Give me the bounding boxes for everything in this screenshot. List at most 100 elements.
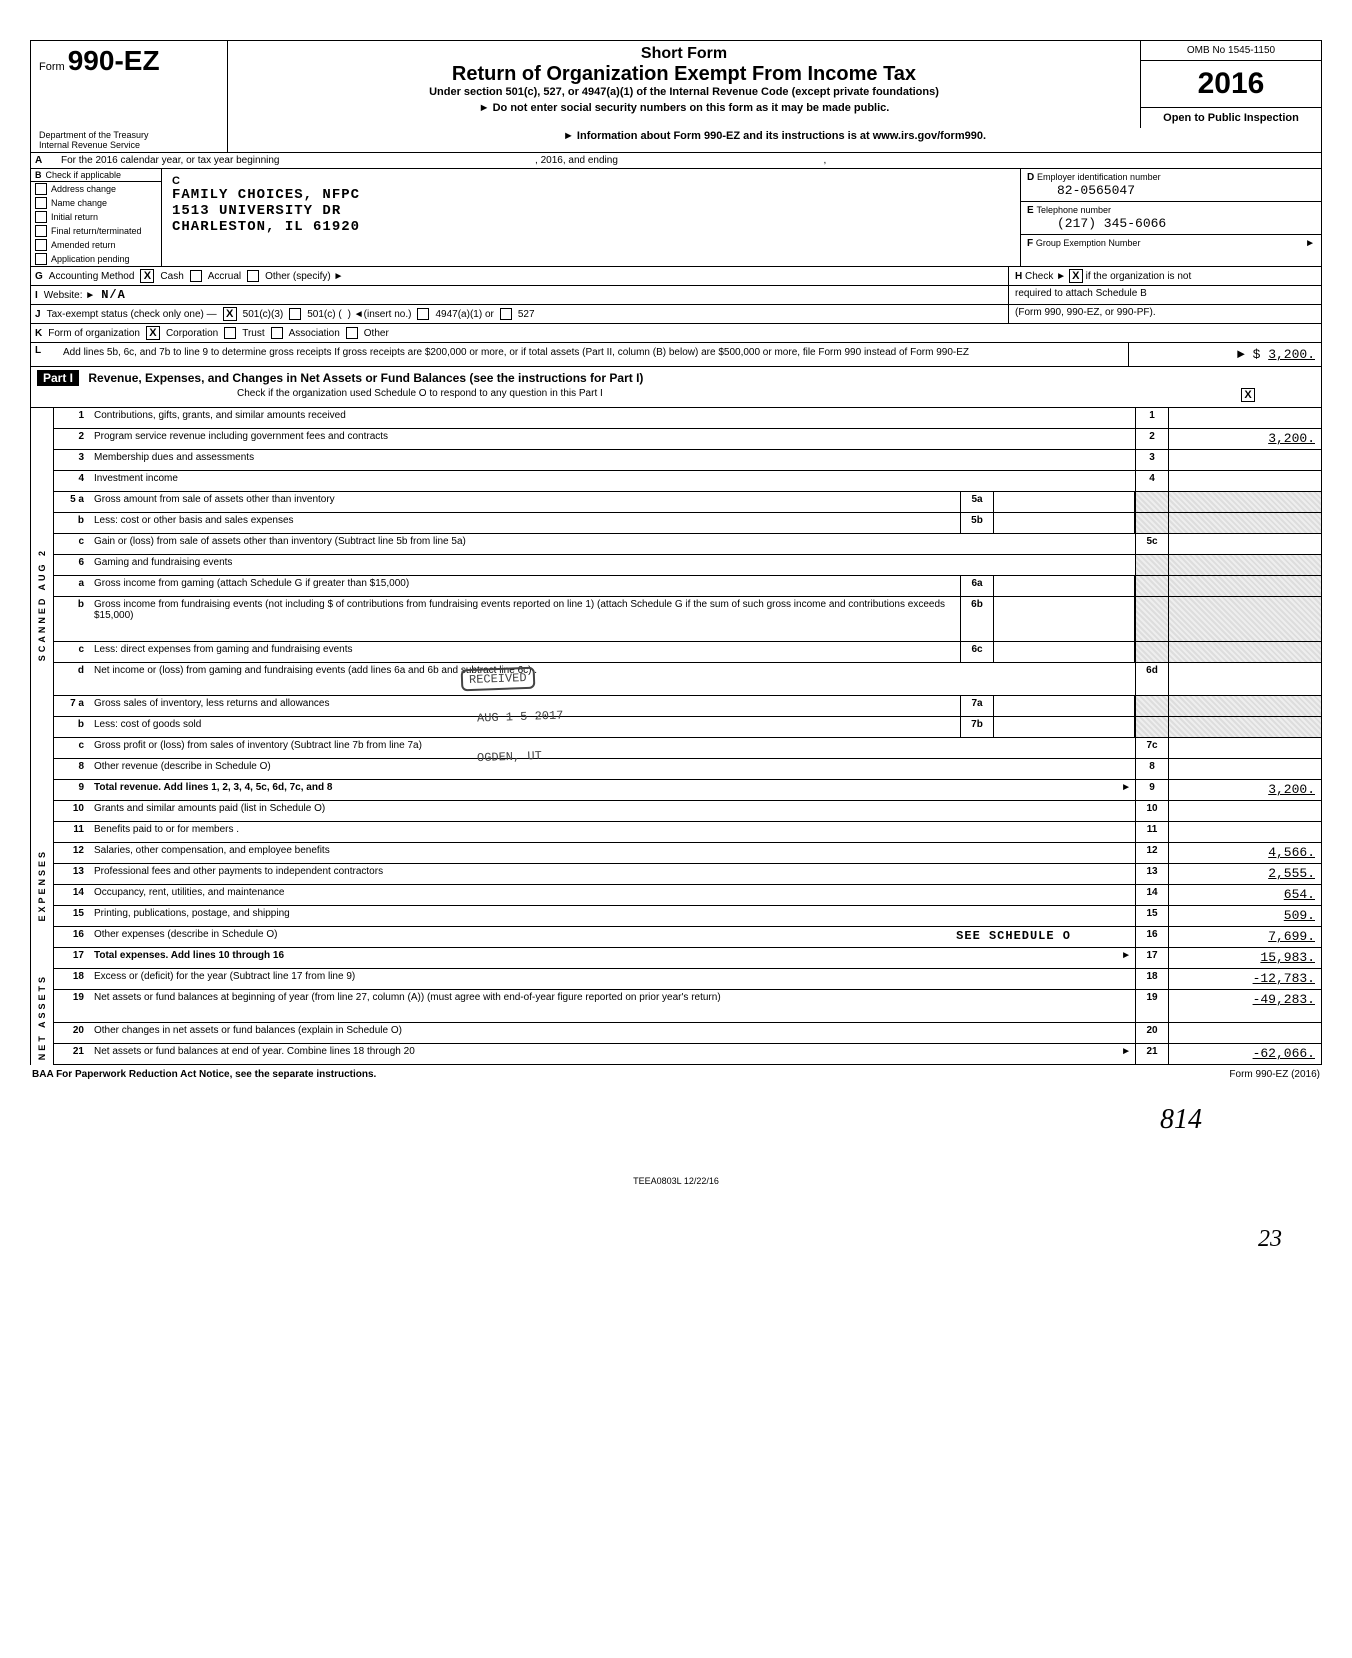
checkbox-amended-return[interactable] (35, 239, 47, 251)
ra-printing: 509. (1169, 906, 1321, 926)
form-meta-box: OMB No 1545-1150 2016 Open to Public Ins… (1141, 41, 1321, 128)
ra (1169, 801, 1321, 821)
mn: 5a (960, 492, 994, 512)
arrow-icon: ► (1305, 238, 1315, 249)
lt: Total revenue. Add lines 1, 2, 3, 4, 5c,… (90, 780, 1135, 800)
ln: 15 (54, 906, 90, 926)
row-gh-1: G Accounting Method XCash Accrual Other … (30, 267, 1322, 286)
stamp-received: RECEIVED (469, 671, 527, 687)
checkbox-accrual[interactable] (190, 270, 202, 282)
ra-salaries: 4,566. (1169, 843, 1321, 863)
omb-number: OMB No 1545-1150 (1141, 41, 1321, 61)
expenses-label: EXPENSES (37, 849, 47, 922)
checkbox-association[interactable] (271, 327, 283, 339)
checkbox-schedule-b[interactable]: X (1069, 269, 1083, 283)
lt: Salaries, other compensation, and employ… (90, 843, 1135, 863)
checkbox-501c3[interactable]: X (223, 307, 237, 321)
ln: b (54, 717, 90, 737)
ln: 4 (54, 471, 90, 491)
checkbox-527[interactable] (500, 308, 512, 320)
checkbox-other-method[interactable] (247, 270, 259, 282)
row-l-text: Add lines 5b, 6c, and 7b to line 9 to de… (57, 343, 1128, 366)
see-schedule-o: SEE SCHEDULE O (956, 929, 1071, 943)
ln: c (54, 642, 90, 662)
ra-end-assets: -62,066. (1169, 1044, 1321, 1064)
info-link: ► Information about Form 990-EZ and its … (228, 128, 1321, 152)
short-form-label: Short Form (236, 45, 1132, 63)
arrow-dollar: ► $ (1237, 347, 1260, 362)
letter-c: C (172, 175, 180, 187)
received-stamp: RECEIVED (461, 667, 535, 692)
lt: Gross profit or (loss) from sales of inv… (90, 738, 1135, 758)
ra (1169, 822, 1321, 842)
lt: Membership dues and assessments (90, 450, 1135, 470)
gross-receipts-value: 3,200. (1268, 347, 1315, 362)
cb-label: Address change (51, 184, 116, 194)
dept-treasury: Department of the Treasury Internal Reve… (31, 128, 228, 152)
form-number: 990-EZ (68, 45, 160, 76)
checkbox-4947[interactable] (417, 308, 429, 320)
checkbox-cash[interactable]: X (140, 269, 154, 283)
rn-shade (1135, 492, 1169, 512)
ogden-stamp: OGDEN, UT (471, 747, 548, 768)
line-table: RECEIVED AUG 1 5 2017 OGDEN, UT SCANNED … (30, 408, 1322, 1065)
insert-label: ) ◄(insert no.) (348, 309, 412, 320)
ra (1169, 663, 1321, 695)
rn-shade (1135, 696, 1169, 716)
cb-label: Final return/terminated (51, 226, 142, 236)
ra (1169, 534, 1321, 554)
part1-header: Part I Revenue, Expenses, and Changes in… (30, 367, 1322, 408)
trust-label: Trust (242, 328, 264, 339)
accrual-label: Accrual (208, 271, 241, 282)
cb-label: Application pending (51, 254, 130, 264)
checkbox-application-pending[interactable] (35, 253, 47, 265)
rn: 10 (1135, 801, 1169, 821)
baa-notice: BAA For Paperwork Reduction Act Notice, … (32, 1069, 376, 1080)
ln: b (54, 597, 90, 641)
ra-program-revenue: 3,200. (1169, 429, 1321, 449)
ln: 12 (54, 843, 90, 863)
form-code-footer: Form 990-EZ (2016) (1229, 1069, 1320, 1080)
checkbox-name-change[interactable] (35, 197, 47, 209)
form-header: Form 990-EZ Short Form Return of Organiz… (30, 40, 1322, 128)
checkbox-corporation[interactable]: X (146, 326, 160, 340)
tax-exempt-label: Tax-exempt status (check only one) — (47, 309, 217, 320)
checkbox-other-org[interactable] (346, 327, 358, 339)
arrow-icon: ► (1121, 782, 1131, 793)
irs-label: Internal Revenue Service (39, 140, 219, 150)
tel-value: (217) 345-6066 (1057, 216, 1315, 231)
lt: Grants and similar amounts paid (list in… (90, 801, 1135, 821)
checkbox-initial-return[interactable] (35, 211, 47, 223)
arrow-line-1: ► Do not enter social security numbers o… (236, 102, 1132, 114)
side-expenses: EXPENSES (31, 801, 54, 969)
footer-row: BAA For Paperwork Reduction Act Notice, … (30, 1065, 1322, 1084)
ra-excess: -12,783. (1169, 969, 1321, 989)
checkbox-501c[interactable] (289, 308, 301, 320)
arrow-icon: ► (1121, 950, 1131, 961)
c-label: 501(c) ( (307, 309, 341, 320)
checkbox-address-change[interactable] (35, 183, 47, 195)
ra-occupancy: 654. (1169, 885, 1321, 905)
form-prefix: Form (39, 61, 65, 73)
ln: c (54, 534, 90, 554)
rn: 1 (1135, 408, 1169, 428)
lt: Gross amount from sale of assets other t… (90, 492, 960, 512)
checkbox-final-return[interactable] (35, 225, 47, 237)
ra (1169, 759, 1321, 779)
rn-shade (1135, 555, 1169, 575)
part1-check-note: Check if the organization used Schedule … (237, 388, 603, 402)
row-a-text-1: For the 2016 calendar year, or tax year … (61, 155, 279, 166)
ra-shade (1169, 696, 1321, 716)
assets-label: NET ASSETS (37, 974, 47, 1060)
checkbox-trust[interactable] (224, 327, 236, 339)
accounting-method-label: Accounting Method (49, 271, 135, 282)
mn: 7b (960, 717, 994, 737)
mn: 6b (960, 597, 994, 641)
rn: 16 (1135, 927, 1169, 947)
lt: Gaming and fundraising events (90, 555, 1135, 575)
other-method-label: Other (specify) ► (265, 271, 343, 282)
ln: 6 (54, 555, 90, 575)
checkbox-schedule-o[interactable]: X (1241, 388, 1255, 402)
ma (994, 513, 1135, 533)
letter-k: K (35, 328, 42, 339)
